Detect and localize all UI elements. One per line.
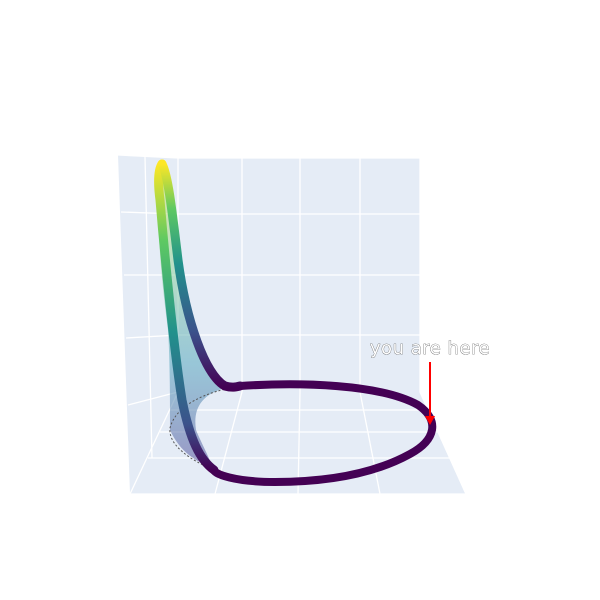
curve-ring-segment bbox=[210, 380, 437, 486]
annotation-arrow-head bbox=[425, 416, 435, 425]
annotation-label: you are here bbox=[370, 338, 490, 359]
curve-peak-right-arm bbox=[157, 159, 245, 392]
series-curve bbox=[154, 159, 437, 486]
curve-peak-left-arm bbox=[154, 159, 219, 475]
curve-fill-surface bbox=[158, 168, 241, 471]
scene-gridlines bbox=[117, 154, 467, 495]
annotation-you-are-here: you are here bbox=[370, 338, 490, 425]
